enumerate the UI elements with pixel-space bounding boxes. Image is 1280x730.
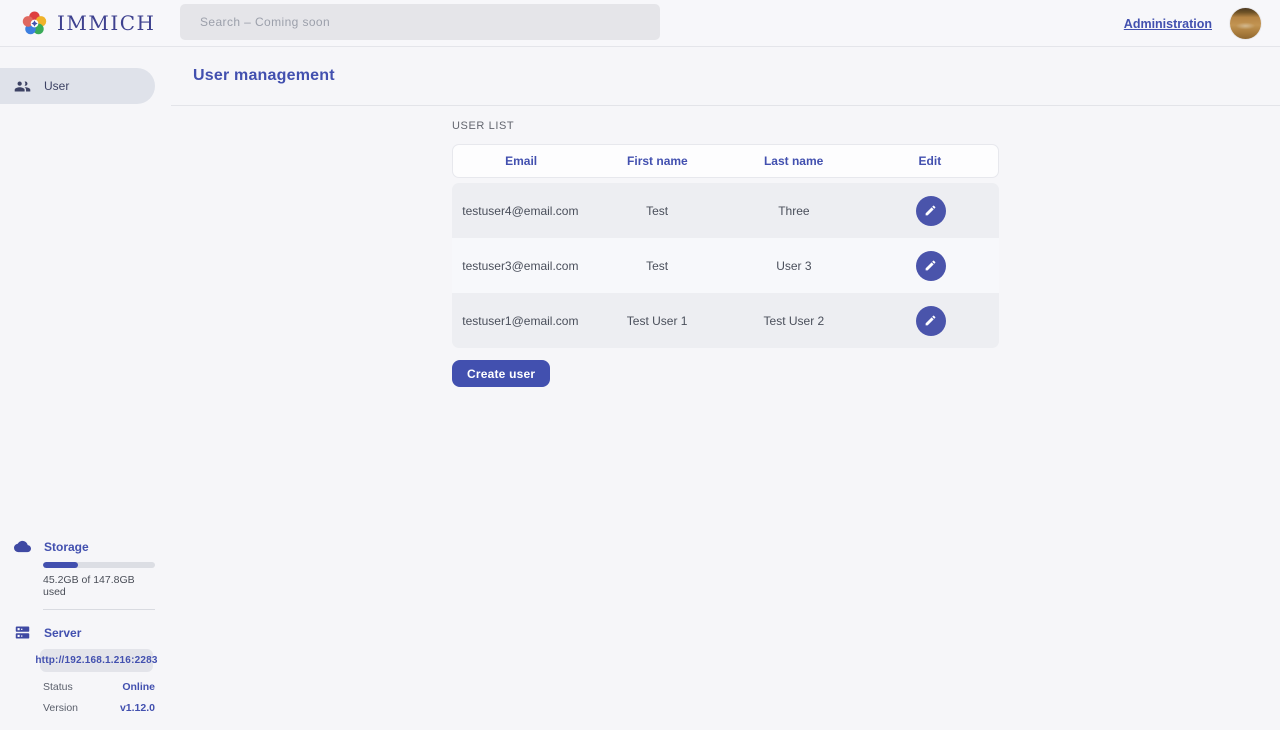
search-input[interactable] (180, 4, 660, 40)
server-url-chip: http://192.168.1.216:2283 (35, 649, 157, 672)
edit-user-button[interactable] (915, 305, 946, 336)
status-label: Status (43, 681, 73, 693)
cell-first-name: Test (646, 203, 669, 218)
cloud-icon (14, 538, 31, 555)
pencil-icon (924, 259, 937, 272)
cell-first-name: Test User 1 (626, 313, 688, 328)
server-icon (14, 624, 31, 641)
sidebar: User Storage 45.2GB of 147.8GB used (0, 47, 157, 730)
administration-link[interactable]: Administration (1123, 16, 1212, 31)
storage-section-header: Storage (0, 538, 155, 555)
cell-email: testuser3@email.com (462, 258, 579, 273)
title-bar: User management (171, 47, 1280, 106)
column-header-last-name: Last name (763, 154, 824, 168)
pencil-icon (924, 204, 937, 217)
table-row: testuser3@email.com Test User 3 (452, 238, 999, 293)
edit-user-button[interactable] (915, 195, 946, 226)
users-icon (14, 78, 31, 95)
column-header-edit: Edit (918, 154, 942, 168)
sidebar-item-user[interactable]: User (0, 68, 155, 104)
cell-email: testuser1@email.com (462, 313, 579, 328)
immich-logo-icon (21, 10, 48, 37)
cell-last-name: Three (778, 203, 810, 218)
cell-email: testuser4@email.com (462, 203, 579, 218)
column-header-first-name: First name (627, 154, 688, 168)
status-value: Online (122, 681, 155, 693)
server-title: Server (44, 625, 82, 640)
server-status-row: Status Online (43, 681, 155, 693)
main-content: User management USER LIST Email First na… (171, 47, 1280, 730)
cell-last-name: User 3 (776, 258, 812, 273)
storage-progress-fill (43, 562, 78, 568)
server-section-header: Server (0, 624, 155, 641)
cell-first-name: Test (646, 258, 669, 273)
user-avatar[interactable] (1230, 8, 1261, 39)
edit-user-button[interactable] (915, 250, 946, 281)
brand-name: IMMICH (57, 11, 156, 35)
version-label: Version (43, 702, 79, 714)
cell-last-name: Test User 2 (763, 313, 825, 328)
storage-title: Storage (44, 539, 89, 554)
brand: IMMICH (21, 10, 156, 37)
server-version-row: Version v1.12.0 (43, 702, 155, 714)
pencil-icon (924, 314, 937, 327)
footer-divider (43, 609, 155, 610)
sidebar-footer: Storage 45.2GB of 147.8GB used (0, 538, 157, 714)
storage-progress-bar (43, 562, 155, 568)
table-row: testuser4@email.com Test Three (452, 183, 999, 238)
create-user-button[interactable]: Create user (452, 360, 551, 387)
sidebar-item-user-label: User (44, 79, 70, 93)
page-title: User management (193, 67, 335, 84)
table-row: testuser1@email.com Test User 1 Test Use… (452, 293, 999, 348)
user-table-body: testuser4@email.com Test Three testuser3… (452, 183, 999, 348)
top-bar: IMMICH Administration (0, 0, 1280, 47)
user-list-label: USER LIST (452, 120, 515, 132)
version-value: v1.12.0 (119, 702, 155, 714)
column-header-email: Email (505, 154, 538, 168)
storage-usage-text: 45.2GB of 147.8GB used (43, 574, 135, 598)
user-table-header: Email First name Last name Edit (452, 144, 999, 178)
